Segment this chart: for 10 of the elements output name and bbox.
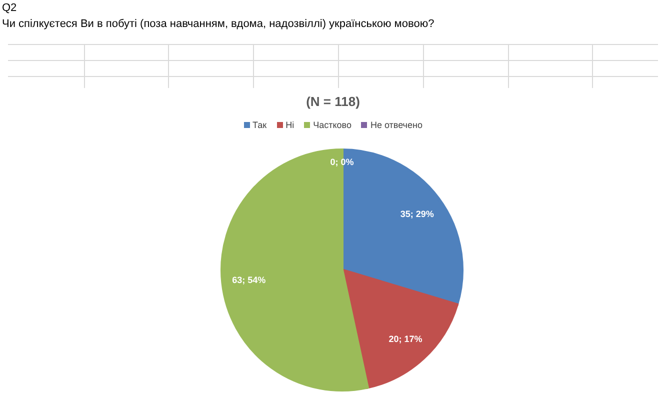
chart-title: (N = 118): [305, 94, 361, 109]
text: Чи спілкуєтеся Ви в побуті (поза навчанням, вдома, надозвіллі) українською мовою?: [2, 18, 434, 30]
data-label: 20; 17%: [388, 334, 422, 344]
legend-label: Так: [252, 120, 267, 130]
data-label: 63; 54%: [232, 274, 266, 285]
legend-label: Не отвечено: [369, 120, 422, 130]
legend-label: Частково: [312, 120, 352, 130]
text: Q2: [2, 2, 17, 14]
legend-label: Ні: [284, 120, 294, 130]
data-label: 35; 29%: [400, 209, 434, 220]
